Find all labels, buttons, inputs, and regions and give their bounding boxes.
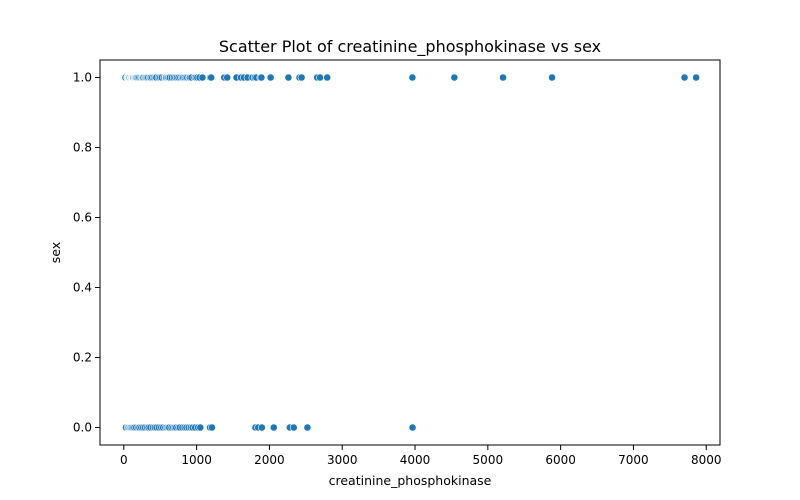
x-tick-label: 7000 <box>618 453 649 467</box>
data-point <box>207 73 216 82</box>
y-tick-label: 0.6 <box>73 211 92 225</box>
y-tick-label: 0.8 <box>73 141 92 155</box>
y-tick-label: 0.0 <box>73 421 92 435</box>
data-point <box>450 73 459 82</box>
data-point <box>316 73 324 82</box>
data-point <box>284 73 293 82</box>
data-point <box>269 423 278 432</box>
data-point <box>408 423 417 432</box>
plot-frame <box>99 59 721 446</box>
data-point <box>198 73 207 82</box>
x-tick-label: 8000 <box>691 453 722 467</box>
data-point <box>266 73 275 82</box>
x-tick-label: 5000 <box>473 453 504 467</box>
data-points <box>121 73 701 432</box>
x-tick-label: 4000 <box>400 453 431 467</box>
data-point <box>289 423 298 432</box>
y-axis-label: sex <box>48 242 63 263</box>
x-axis: 0 1000 2000 3000 4000 5000 6000 7000 8000 <box>120 445 722 467</box>
data-point <box>680 73 689 82</box>
y-tick-label: 1.0 <box>73 71 92 85</box>
data-point <box>297 73 306 82</box>
data-point <box>196 423 205 432</box>
y-axis: 0.0 0.2 0.4 0.6 0.8 1.0 <box>73 71 100 435</box>
data-point <box>303 423 312 432</box>
x-tick-label: 3000 <box>327 453 358 467</box>
data-point <box>323 73 332 82</box>
data-point <box>408 73 417 82</box>
data-point <box>223 73 232 82</box>
x-tick-label: 1000 <box>181 453 212 467</box>
x-tick-label: 6000 <box>545 453 576 467</box>
y-tick-label: 0.4 <box>73 281 92 295</box>
x-axis-label: creatinine_phosphokinase <box>329 473 492 488</box>
data-point <box>692 73 701 82</box>
data-point <box>208 423 216 432</box>
x-tick-label: 0 <box>120 453 128 467</box>
data-point <box>257 73 266 82</box>
data-point <box>548 73 556 82</box>
x-tick-label: 2000 <box>254 453 285 467</box>
y-tick-label: 0.2 <box>73 351 92 365</box>
chart-title: Scatter Plot of creatinine_phosphokinase… <box>219 37 601 57</box>
data-point <box>257 423 266 432</box>
data-point <box>499 73 507 82</box>
